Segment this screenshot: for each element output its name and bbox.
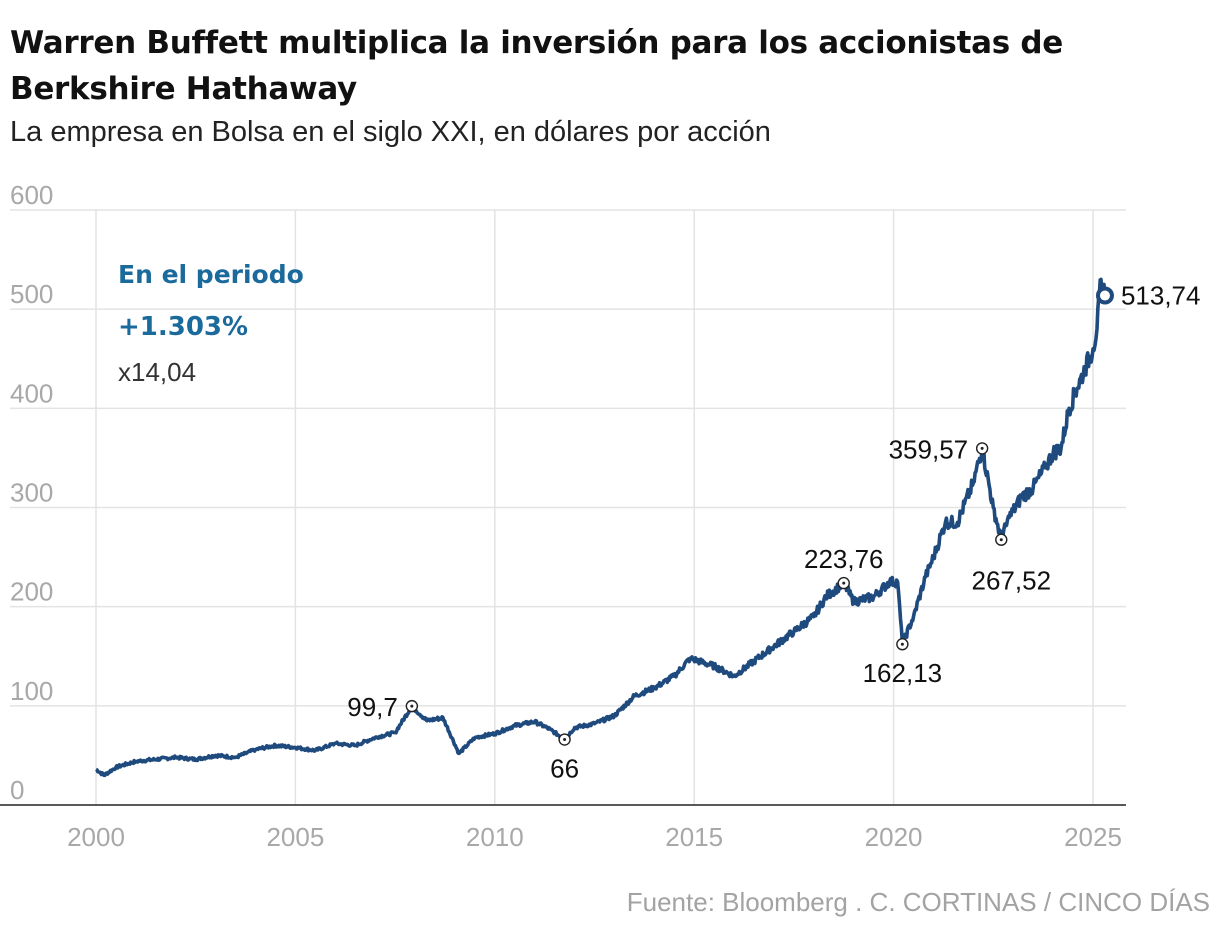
annotation-marker-dot — [999, 538, 1003, 542]
annotation-label: 66 — [550, 754, 579, 784]
annotation-label: 513,74 — [1121, 281, 1201, 311]
annotations: 99,7 66 223,76 162,13 359,57 267,52 513,74 — [347, 281, 1200, 784]
period-summary: En el periodo +1.303% x14,04 — [118, 260, 304, 387]
annotation-marker — [1095, 286, 1114, 305]
y-tick-label: 500 — [10, 279, 53, 309]
x-tick-label: 2025 — [1064, 822, 1122, 852]
x-tick-label: 2020 — [865, 822, 923, 852]
chart-subtitle: La empresa en Bolsa en el siglo XXI, en … — [10, 116, 771, 148]
y-tick-label: 0 — [10, 775, 24, 805]
y-tick-label: 400 — [10, 378, 53, 408]
x-axis-ticks: 2000 2005 2010 2015 2020 2025 — [67, 822, 1122, 852]
x-tick-label: 2015 — [665, 822, 723, 852]
summary-heading: En el periodo — [118, 260, 304, 289]
annotation-label: 359,57 — [889, 434, 969, 464]
source-note: Fuente: Bloomberg . C. CORTINAS / CINCO … — [626, 887, 1210, 917]
annotation-marker-dot — [900, 642, 904, 646]
chart-title: Warren Buffett multiplica la inversión p… — [10, 25, 1063, 107]
x-tick-label: 2000 — [67, 822, 125, 852]
annotation-marker-dot — [563, 738, 567, 742]
annotation-marker-dot — [980, 446, 984, 450]
annotation-label: 223,76 — [804, 544, 884, 574]
annotation-marker-dot — [842, 581, 846, 585]
y-tick-label: 300 — [10, 478, 53, 508]
series-group — [95, 277, 1107, 778]
x-tick-label: 2010 — [466, 822, 524, 852]
y-tick-label: 600 — [10, 180, 53, 210]
summary-percent: +1.303% — [118, 312, 248, 342]
annotation-marker-dot — [410, 704, 414, 708]
x-tick-label: 2005 — [266, 822, 324, 852]
y-axis-ticks: 0 100 200 300 400 500 600 — [10, 180, 53, 805]
annotation-label: 267,52 — [972, 566, 1052, 596]
y-tick-label: 200 — [10, 577, 53, 607]
annotation-label: 162,13 — [863, 658, 943, 688]
summary-multiple: x14,04 — [118, 357, 196, 387]
annotation-label: 99,7 — [347, 692, 398, 722]
y-tick-label: 100 — [10, 676, 53, 706]
gridlines — [10, 209, 1126, 805]
series-line — [95, 277, 1107, 778]
